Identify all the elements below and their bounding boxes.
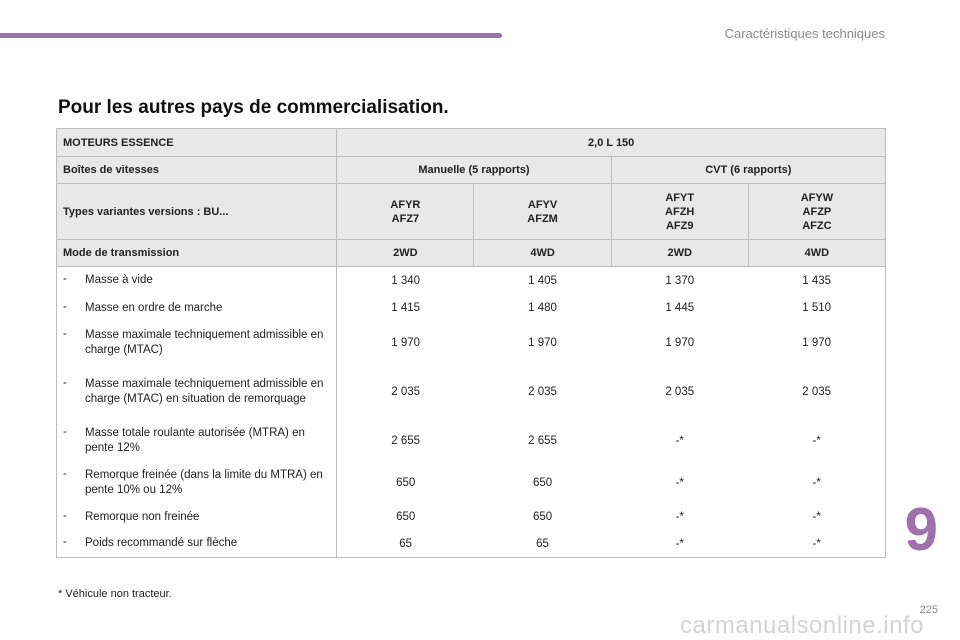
row-label: Masse maximale techniquement admissible … <box>85 377 324 405</box>
table-row: - Masse totale roulante autorisée (MTRA) … <box>55 419 887 462</box>
cell-value: 650 <box>396 511 416 523</box>
type-code: AFZP <box>802 205 832 218</box>
transmission-value: 4WD <box>747 239 887 267</box>
cell-value: 650 <box>532 511 553 523</box>
transmission-row: Mode de transmission 2WD 4WD 2WD 4WD <box>55 239 887 267</box>
type-code: AFZH <box>665 205 695 218</box>
row-label: Poids recommandé sur flèche <box>85 537 238 550</box>
specifications-table: MOTEURS ESSENCE 2,0 L 150 Boîtes de vite… <box>55 128 887 558</box>
cell-value: 2 035 <box>748 363 887 420</box>
list-dash: - <box>63 300 67 313</box>
page-title: Pour les autres pays de commercialisatio… <box>58 97 449 118</box>
types-cell-2: AFYV AFZM <box>473 183 612 240</box>
list-dash: - <box>63 536 67 549</box>
type-code: AFZM <box>527 212 558 225</box>
engine-row: MOTEURS ESSENCE 2,0 L 150 <box>55 128 886 157</box>
cell-value: 1 340 <box>391 274 421 287</box>
types-label: Types variantes versions : BU... <box>55 183 338 240</box>
engine-label: MOTEURS ESSENCE <box>55 128 338 157</box>
table-row: - Masse en ordre de marche 1 415 1 480 1 … <box>55 294 887 322</box>
transmission-value: 2WD <box>610 239 749 267</box>
cell-value: 2 035 <box>665 385 695 398</box>
type-code: AFZC <box>802 219 832 232</box>
type-code: AFYV <box>527 198 558 211</box>
list-dash: - <box>63 376 67 389</box>
cell-value: -* <box>748 530 887 558</box>
cell-value: 1 370 <box>665 274 695 287</box>
cell-value: 1 415 <box>391 302 421 314</box>
row-label: Masse maximale techniquement admissible … <box>85 328 324 356</box>
cell-value: -* <box>748 419 887 462</box>
gearbox-manual: Manuelle (5 rapports) <box>336 156 612 184</box>
chapter-number: 9 <box>904 496 938 563</box>
table-row: - Masse maximale techniquement admissible… <box>55 363 887 420</box>
footnote: * Véhicule non tracteur. <box>58 588 172 600</box>
types-cell-1: AFYR AFZ7 <box>336 183 475 240</box>
type-code: AFYW <box>800 191 834 204</box>
types-cell-4: AFYW AFZP AFZC <box>747 183 887 240</box>
cell-value: 2 035 <box>528 385 557 398</box>
cell-value: 650 <box>532 476 553 489</box>
cell-value: -* <box>748 461 887 504</box>
cell-value: 65 <box>336 530 474 558</box>
gearbox-label: Boîtes de vitesses <box>55 156 338 184</box>
type-code: AFYR <box>390 198 421 211</box>
engine-value: 2,0 L 150 <box>336 128 886 157</box>
list-dash: - <box>63 327 67 340</box>
cell-value: 1 480 <box>528 302 557 314</box>
type-code: AFYT <box>665 191 695 204</box>
row-label: Masse totale roulante autorisée (MTRA) e… <box>85 426 305 454</box>
cell-value: 1 435 <box>748 266 887 295</box>
row-label: Remorque non freinée <box>85 510 200 523</box>
transmission-value: 2WD <box>336 239 475 267</box>
type-code: AFZ7 <box>391 212 420 225</box>
cell-value: 65 <box>473 530 612 558</box>
table-row: - Poids recommandé sur flèche 65 65 -* -* <box>55 530 887 558</box>
table-row: - Masse à vide 1 340 1 405 1 370 1 435 <box>55 266 887 295</box>
row-label: Remorque freinée (dans la limite du MTRA… <box>85 468 323 496</box>
list-dash: - <box>63 425 67 438</box>
cell-value: 1 510 <box>748 294 887 322</box>
table-row: - Remorque freinée (dans la limite du MTR… <box>55 461 887 504</box>
cell-value: 1 970 <box>528 336 557 349</box>
cell-value: 650 <box>396 476 416 489</box>
cell-value: 2 655 <box>391 434 421 447</box>
transmission-value: 4WD <box>473 239 612 267</box>
row-label: Masse à vide <box>85 274 153 287</box>
list-dash: - <box>63 467 67 480</box>
cell-value: 1 405 <box>528 274 557 287</box>
cell-value: 1 445 <box>665 302 695 314</box>
gearbox-row: Boîtes de vitesses Manuelle (5 rapports)… <box>55 156 887 184</box>
row-label: Masse en ordre de marche <box>85 301 223 314</box>
section-title: Caractéristiques techniques <box>724 26 885 41</box>
cell-value: 2 035 <box>391 385 421 398</box>
transmission-label: Mode de transmission <box>55 239 338 267</box>
cell-value: -* <box>675 434 684 447</box>
types-row: Types variantes versions : BU... AFYR AF… <box>55 183 887 240</box>
cell-value: 2 655 <box>528 434 557 447</box>
cell-value: -* <box>748 503 887 531</box>
cell-value: 1 970 <box>391 336 421 349</box>
header-accent-bar <box>0 33 502 38</box>
types-cell-3: AFYT AFZH AFZ9 <box>610 183 749 240</box>
cell-value: -* <box>675 511 684 523</box>
cell-value: -* <box>611 530 749 558</box>
cell-value: -* <box>675 476 684 489</box>
list-dash: - <box>63 509 67 522</box>
type-code: AFZ9 <box>665 219 694 232</box>
page-number: 225 <box>919 604 938 616</box>
gearbox-cvt: CVT (6 rapports) <box>610 156 887 184</box>
list-dash: - <box>63 273 67 286</box>
table-row: - Masse maximale techniquement admissible… <box>55 321 887 364</box>
table-row: - Remorque non freinée 650 650 -* -* <box>55 503 887 531</box>
watermark: carmanualsonline.info <box>680 612 924 639</box>
cell-value: 1 970 <box>665 336 695 349</box>
cell-value: 1 970 <box>748 321 887 364</box>
